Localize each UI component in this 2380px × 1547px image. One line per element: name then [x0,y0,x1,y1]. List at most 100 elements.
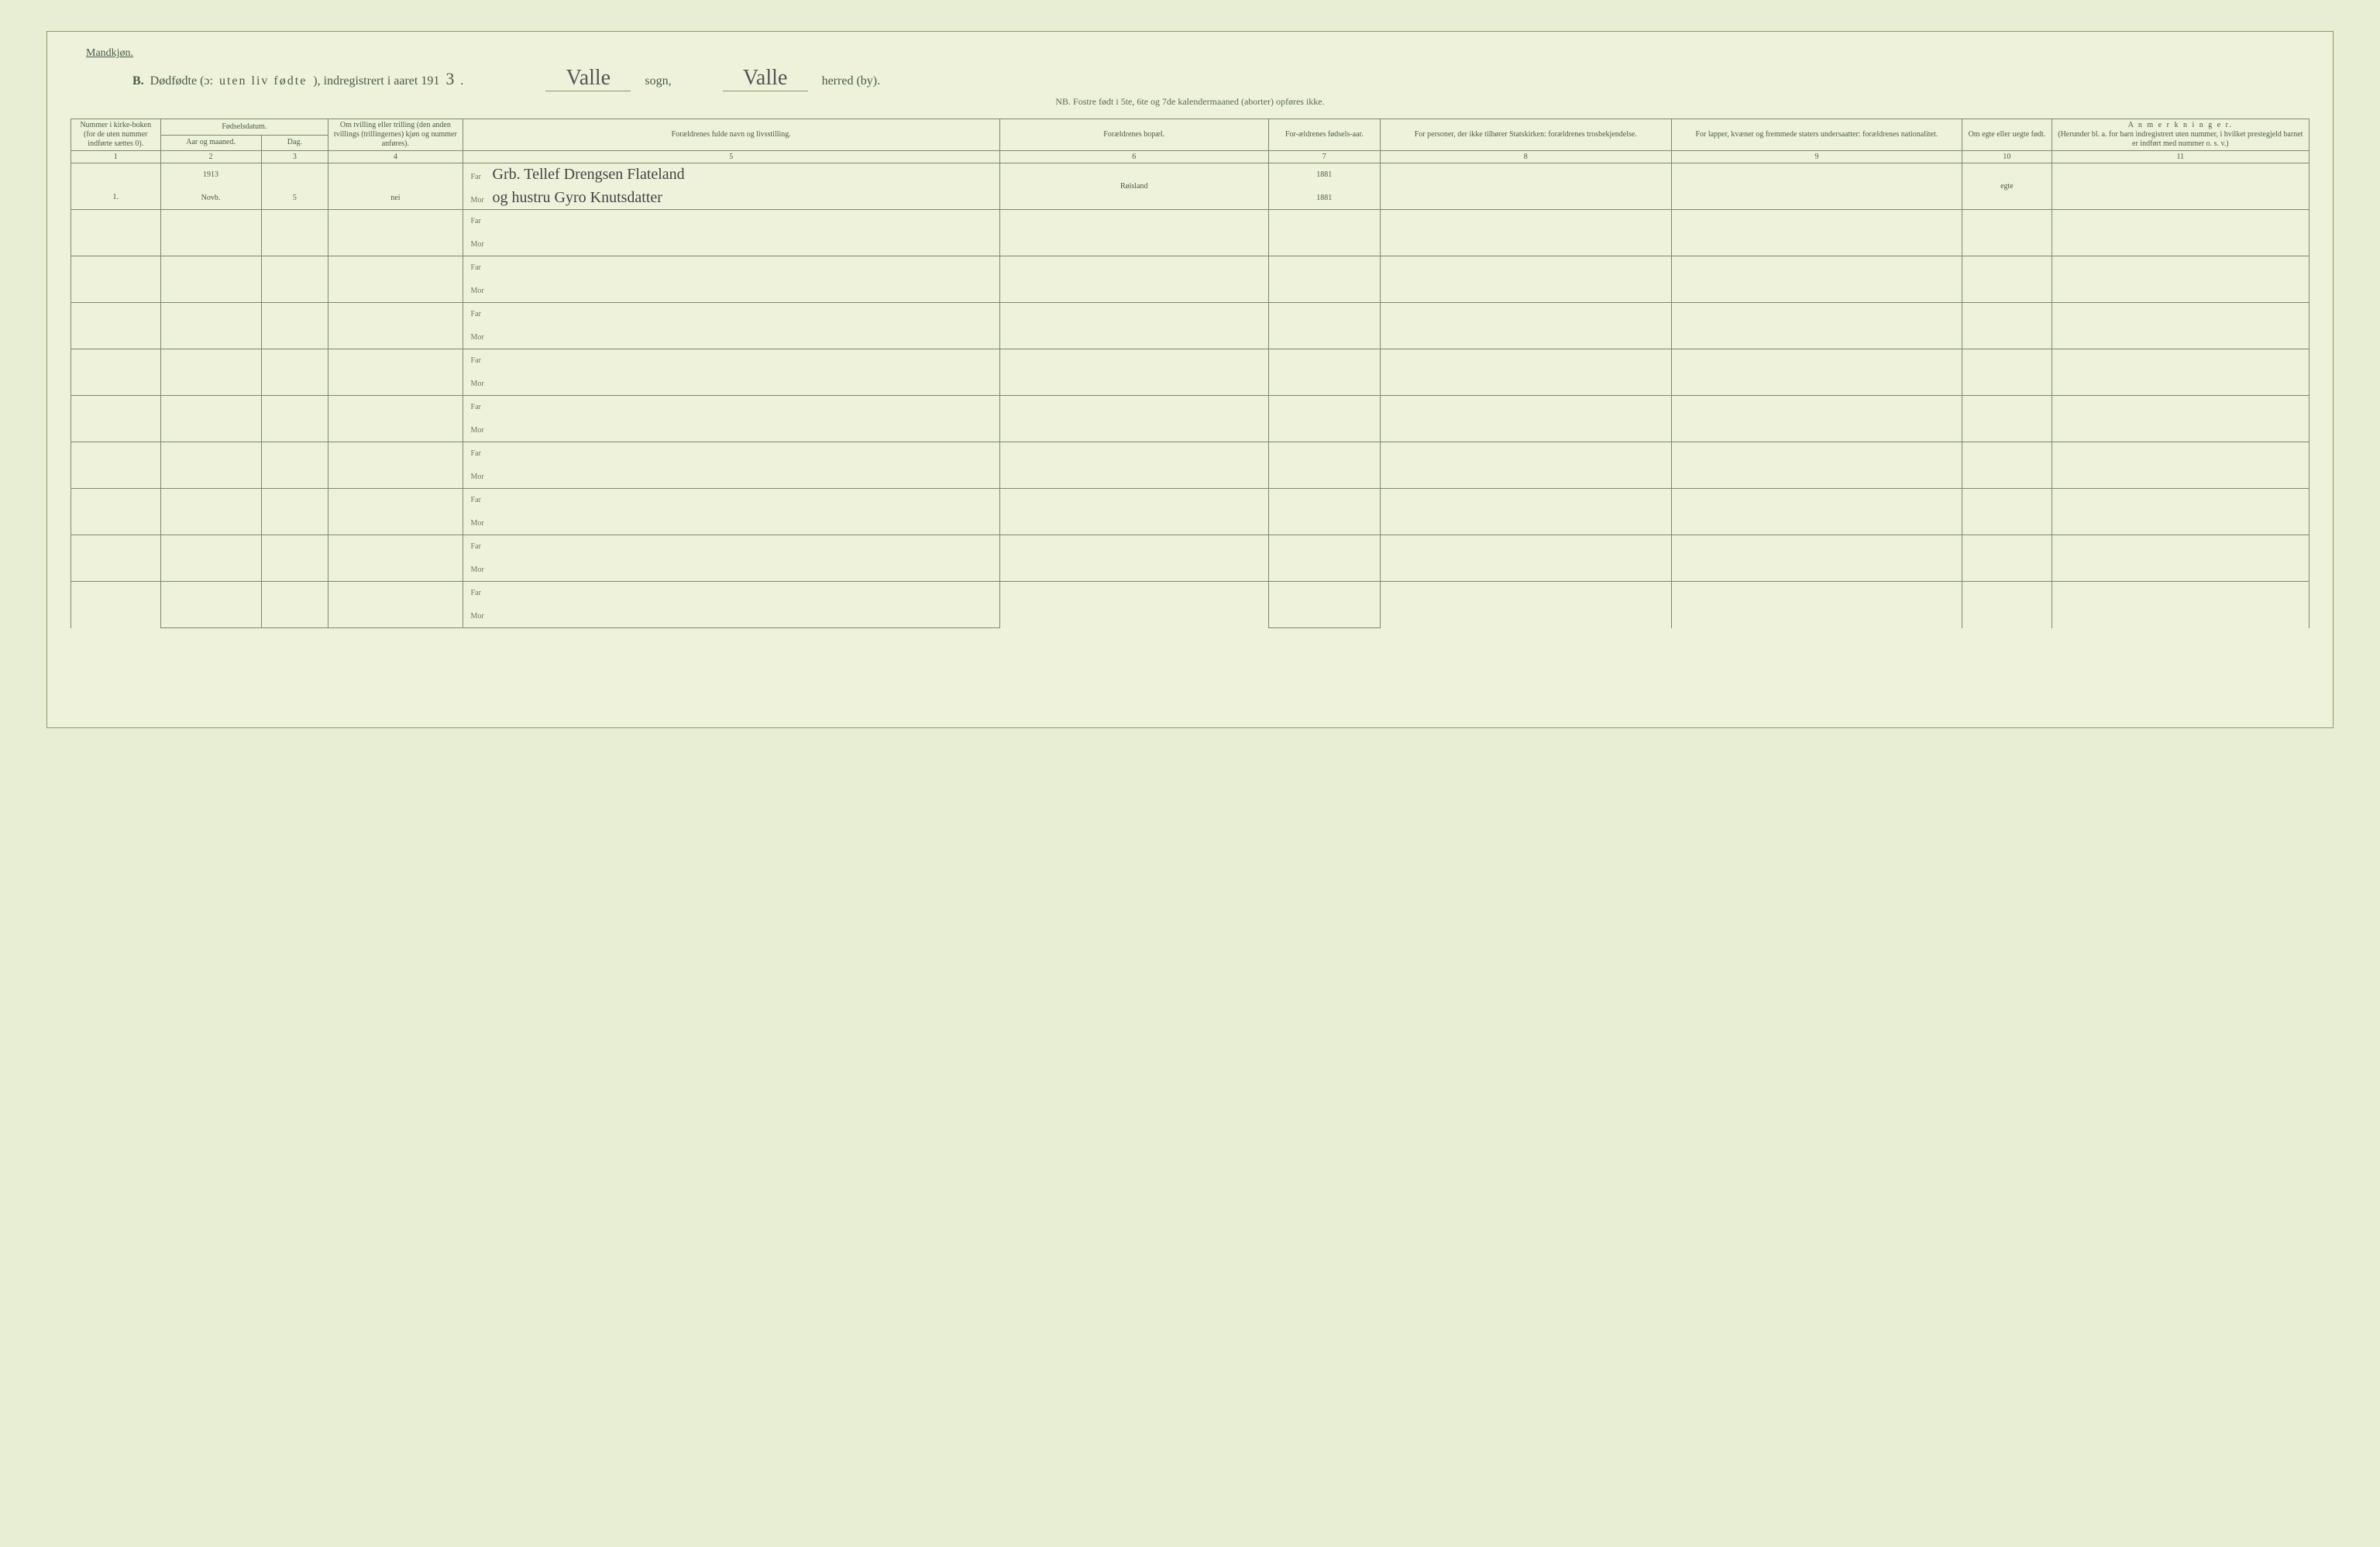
empty-c4-top [328,210,463,233]
colnum-11: 11 [2052,151,2309,163]
empty-c7-top [1268,489,1380,512]
col-11-title: A n m e r k n i n g e r. [2055,121,2306,130]
empty-c2-bot [160,280,261,303]
empty-c8 [1381,349,1672,396]
far-label: Far [466,217,481,225]
empty-c1 [71,535,161,582]
empty-c11 [2052,349,2309,396]
entry-far-cell: FarGrb. Tellef Drengsen Flateland [463,163,999,187]
mor-label: Mor [466,473,484,481]
empty-row-far: Far [71,582,2309,605]
empty-far-cell: Far [463,256,999,280]
empty-c7-bot [1268,280,1380,303]
empty-c4-top [328,582,463,605]
empty-c3-top [261,442,328,466]
empty-row-far: Far [71,489,2309,512]
far-label: Far [466,173,488,181]
herred-value: Valle [723,66,808,91]
empty-c7-top [1268,396,1380,419]
empty-c6 [999,396,1268,442]
empty-c4-bot [328,280,463,303]
empty-c4-bot [328,605,463,628]
empty-c6 [999,582,1268,628]
empty-c1 [71,489,161,535]
empty-c1 [71,442,161,489]
empty-c2-top [160,210,261,233]
empty-c3-bot [261,233,328,256]
empty-c10 [1962,535,2052,582]
empty-c2-top [160,396,261,419]
empty-c4-top [328,349,463,373]
empty-mor-cell: Mor [463,466,999,489]
herred-label: herred (by). [822,74,881,88]
empty-c9 [1671,303,1962,349]
empty-c2-bot [160,512,261,535]
empty-c8 [1381,396,1672,442]
empty-mor-cell: Mor [463,559,999,582]
mor-label: Mor [466,240,484,249]
empty-c3-top [261,210,328,233]
empty-mor-cell: Mor [463,326,999,349]
entry-legit: egte [1962,163,2052,210]
empty-c7-bot [1268,326,1380,349]
entry-mor-cell: Morog hustru Gyro Knutsdatter [463,187,999,210]
empty-c11 [2052,489,2309,535]
empty-c7-bot [1268,512,1380,535]
ledger-page: Mandkjøn. B. Dødfødte (ɔ: uten liv fødte… [46,31,2334,728]
empty-c4-top [328,256,463,280]
empty-c6 [999,535,1268,582]
empty-c10 [1962,396,2052,442]
col-2b-header: Dag. [261,135,328,151]
empty-c2-top [160,349,261,373]
empty-c7-top [1268,442,1380,466]
empty-c10 [1962,303,2052,349]
empty-row-far: Far [71,256,2309,280]
col-11-header: A n m e r k n i n g e r. (Herunder bl. a… [2052,119,2309,151]
empty-c10 [1962,349,2052,396]
empty-far-cell: Far [463,349,999,373]
empty-c11 [2052,210,2309,256]
empty-c7-bot [1268,559,1380,582]
far-label: Far [466,356,481,365]
colnum-10: 10 [1962,151,2052,163]
entry-c9-top [1671,163,1962,187]
empty-c7-top [1268,535,1380,559]
empty-c9 [1671,535,1962,582]
mor-label: Mor [466,612,484,621]
far-label: Far [466,542,481,551]
entry-c9-bot [1671,187,1962,210]
colnum-4: 4 [328,151,463,163]
empty-c4-top [328,396,463,419]
empty-c9 [1671,396,1962,442]
empty-c6 [999,303,1268,349]
empty-c9 [1671,582,1962,628]
mor-label: Mor [466,519,484,528]
subtitle: NB. Fostre født i 5te, 6te og 7de kalend… [71,96,2309,108]
mor-label: Mor [466,380,484,388]
entry-number: 1. [71,163,161,210]
ledger-table: Nummer i kirke-boken (for de uten nummer… [71,119,2309,628]
empty-c1 [71,396,161,442]
empty-c3-bot [261,326,328,349]
col-4-header: Om tvilling eller trilling (den anden tv… [328,119,463,151]
empty-c4-bot [328,419,463,442]
empty-far-cell: Far [463,303,999,326]
empty-c2-top [160,582,261,605]
empty-c7-top [1268,349,1380,373]
empty-c2-bot [160,466,261,489]
entry-month: Novb. [160,187,261,210]
empty-row-far: Far [71,535,2309,559]
far-label: Far [466,589,481,597]
empty-c1 [71,349,161,396]
empty-c2-top [160,535,261,559]
empty-c8 [1381,442,1672,489]
col-8-header: For personer, der ikke tilhører Statskir… [1381,119,1672,151]
mor-label: Mor [466,333,484,342]
empty-c1 [71,256,161,303]
empty-c8 [1381,303,1672,349]
empty-c4-bot [328,512,463,535]
empty-c3-top [261,349,328,373]
empty-c7-top [1268,582,1380,605]
empty-c3-top [261,396,328,419]
colnum-8: 8 [1381,151,1672,163]
